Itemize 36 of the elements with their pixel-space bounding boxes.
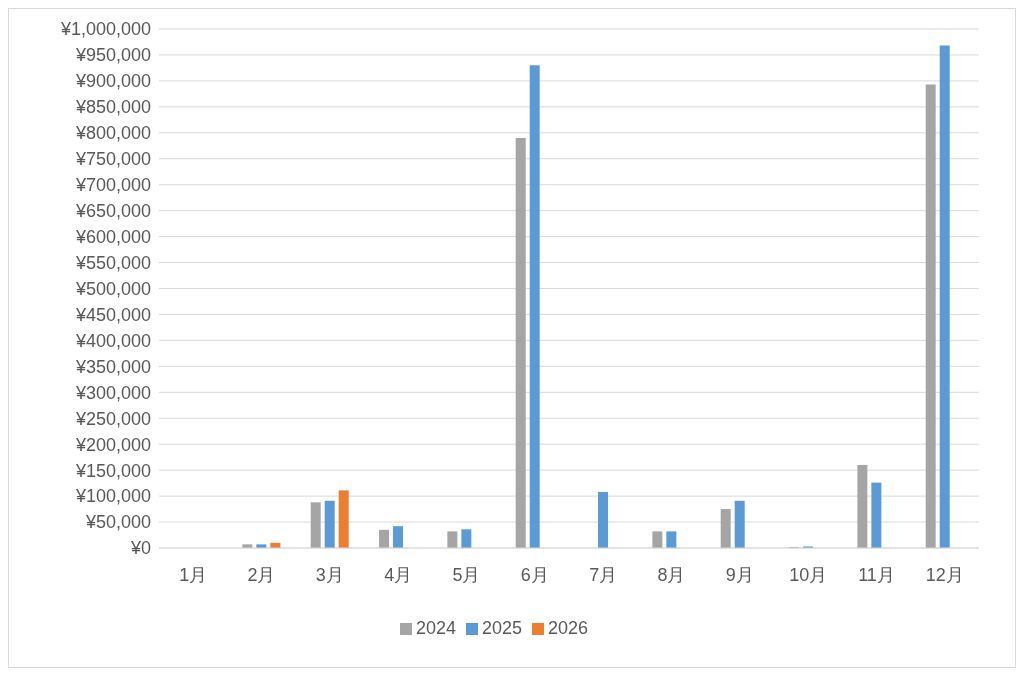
x-tick-label: 2月	[247, 564, 276, 585]
legend-label: 2026	[548, 618, 589, 638]
legend-label: 2024	[415, 618, 456, 638]
y-tick-label: ¥200,000	[74, 434, 151, 455]
x-tick-label: 7月	[589, 564, 618, 585]
x-tick-label: 4月	[384, 564, 413, 585]
y-tick-label: ¥400,000	[74, 330, 151, 351]
y-tick-label: ¥700,000	[74, 175, 151, 196]
x-tick-label: 1月	[179, 564, 208, 585]
y-tick-label: ¥50,000	[84, 512, 151, 533]
x-tick-label: 8月	[657, 564, 686, 585]
y-tick-label: ¥500,000	[74, 278, 151, 299]
y-tick-label: ¥650,000	[74, 201, 151, 222]
x-tick-label: 5月	[452, 564, 481, 585]
y-tick-label: ¥750,000	[74, 149, 151, 170]
x-tick-label: 9月	[725, 564, 754, 585]
y-tick-label: ¥350,000	[74, 356, 151, 377]
y-tick-label: ¥950,000	[74, 45, 151, 66]
y-tick-label: ¥600,000	[74, 226, 151, 247]
y-tick-label: ¥0	[129, 538, 151, 559]
y-tick-label: ¥900,000	[74, 71, 151, 92]
x-tick-label: 12月	[925, 564, 964, 585]
x-tick-label: 10月	[789, 564, 828, 585]
y-tick-label: ¥1,000,000	[59, 19, 151, 40]
y-tick-label: ¥850,000	[74, 97, 151, 118]
y-tick-label: ¥150,000	[74, 460, 151, 481]
y-tick-label: ¥800,000	[74, 123, 151, 144]
x-tick-label: 6月	[520, 564, 549, 585]
x-tick-label: 11月	[858, 564, 895, 585]
legend-label: 2025	[481, 618, 523, 638]
y-tick-label: ¥300,000	[74, 382, 151, 403]
y-tick-label: ¥250,000	[74, 408, 151, 429]
y-tick-label: ¥450,000	[74, 304, 151, 325]
x-tick-label: 3月	[315, 564, 344, 585]
y-tick-label: ¥550,000	[74, 252, 151, 273]
y-tick-label: ¥100,000	[74, 486, 151, 507]
